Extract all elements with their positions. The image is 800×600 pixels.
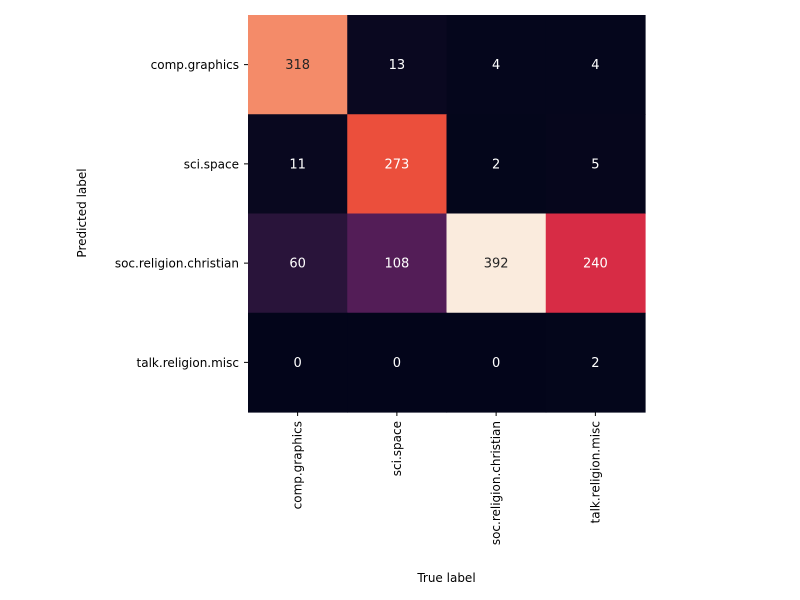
cell-value-label: 0 (393, 356, 401, 371)
heatmap-cell (545, 15, 646, 115)
x-axis-label: True label (416, 571, 475, 585)
heatmap-cell (347, 114, 448, 215)
x-tick-label: sci.space (390, 421, 404, 476)
x-tick-label: comp.graphics (291, 421, 305, 509)
heatmap-cell (446, 15, 547, 115)
cell-value-label: 2 (492, 157, 500, 172)
x-axis: comp.graphics sci.space soc.religion.chris… (291, 412, 602, 545)
heatmap-cell (545, 213, 646, 314)
heatmap-cell (545, 114, 646, 215)
heatmap-cell (446, 213, 547, 314)
cell-value-label: 4 (591, 58, 599, 73)
cell-value-label: 0 (492, 356, 500, 371)
heatmap-cell (248, 114, 348, 215)
heatmap-cell (248, 312, 348, 413)
x-tick-label: soc.religion.christian (489, 421, 503, 545)
heatmap-cell (347, 15, 448, 115)
heatmap-cell (248, 213, 348, 314)
y-axis: comp.graphics sci.space soc.religion.chris… (115, 58, 248, 370)
cell-value-label: 392 (484, 257, 509, 272)
cell-value-label: 13 (389, 58, 406, 73)
heatmap-cell-labels: 318 13 4 4 11 273 2 5 60 108 392 240 0 0 0 2 (285, 58, 608, 371)
heatmap-cell (545, 312, 646, 413)
cell-value-label: 60 (289, 257, 306, 272)
cell-value-label: 0 (293, 356, 301, 371)
y-tick-label: soc.religion.christian (115, 257, 239, 271)
heatmap-cell (248, 15, 348, 115)
y-tick-label: talk.religion.misc (137, 356, 239, 370)
y-axis-label: Predicted label (75, 168, 89, 257)
cell-value-label: 273 (384, 157, 409, 172)
cell-value-label: 318 (285, 58, 310, 73)
cell-value-label: 4 (492, 58, 500, 73)
heatmap-cell (347, 312, 448, 413)
y-tick-label: sci.space (184, 157, 239, 171)
heatmap-cell (347, 213, 448, 314)
heatmap-cell (446, 312, 547, 413)
x-tick-label: talk.religion.misc (588, 421, 602, 523)
cell-value-label: 2 (591, 356, 599, 371)
heatmap-cell (446, 114, 547, 215)
heatmap-cells (248, 15, 646, 413)
cell-value-label: 240 (583, 257, 608, 272)
cell-value-label: 5 (591, 157, 599, 172)
cell-value-label: 108 (384, 257, 409, 272)
y-tick-label: comp.graphics (151, 58, 239, 72)
cell-value-label: 11 (289, 157, 306, 172)
